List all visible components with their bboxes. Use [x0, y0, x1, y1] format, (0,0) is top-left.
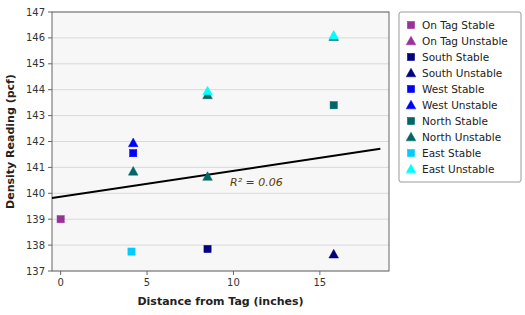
- tick-label: 137: [26, 266, 45, 277]
- tick-label: 145: [26, 58, 45, 69]
- chart: 137 138 139 140 141 142 143 144 145 146 147 0 5 10 15 D…: [0, 0, 525, 315]
- series: [57, 216, 64, 223]
- legend-marker: [407, 149, 414, 156]
- tick-label: 141: [26, 162, 45, 173]
- legend-marker: [406, 36, 416, 45]
- tick-mark: [60, 271, 61, 275]
- y-axis-label: Density Reading (pcf): [4, 74, 17, 209]
- tick-mark: [48, 63, 52, 64]
- tick-label: 140: [26, 188, 45, 199]
- point: [329, 31, 339, 40]
- tick-label: 142: [26, 136, 45, 147]
- tick-label: 0: [57, 277, 63, 288]
- tick-label: 146: [26, 32, 45, 43]
- point: [203, 172, 213, 181]
- legend: On Tag Stable On Tag Unstable South Stable…: [399, 12, 521, 182]
- legend-label: South Unstable: [422, 67, 502, 79]
- grid-line: [52, 219, 389, 220]
- grid-line: [52, 193, 389, 194]
- annotation: R² = 0.06: [230, 176, 283, 189]
- grid-line: [52, 89, 389, 90]
- tick-label: 143: [26, 110, 45, 121]
- plot-area: [52, 12, 389, 271]
- legend-frame: [399, 12, 521, 182]
- tick-mark: [48, 271, 52, 272]
- grid-line: [52, 141, 389, 142]
- point: [204, 245, 211, 252]
- point: [128, 138, 138, 147]
- legend-label: South Stable: [422, 51, 489, 63]
- regression-line: [52, 149, 380, 198]
- tick-label: 15: [314, 277, 327, 288]
- tick-label: 147: [26, 7, 45, 18]
- legend-marker: [407, 117, 414, 124]
- series: [204, 245, 211, 252]
- series: [203, 31, 339, 95]
- legend-label: East Stable: [422, 147, 481, 159]
- legend-marker: [406, 68, 416, 77]
- legend-marker: [406, 100, 416, 109]
- point: [203, 86, 213, 95]
- series: [330, 102, 337, 109]
- point: [130, 150, 137, 157]
- legend-marker: [406, 132, 416, 141]
- series: [128, 248, 135, 255]
- series: [128, 138, 138, 147]
- grid-line: [52, 63, 389, 64]
- tick-label: 144: [26, 84, 45, 95]
- tick-label: 139: [26, 214, 45, 225]
- legend-label: West Unstable: [422, 99, 498, 111]
- tick-label: 10: [227, 277, 240, 288]
- legend-marker: [407, 21, 414, 28]
- tick-mark: [48, 193, 52, 194]
- series: [128, 32, 338, 181]
- legend-label: On Tag Stable: [422, 19, 495, 31]
- legend-label: East Unstable: [422, 163, 494, 175]
- plot-frame: [52, 12, 389, 271]
- point: [128, 166, 138, 175]
- tick-mark: [48, 89, 52, 90]
- tick-mark: [48, 115, 52, 116]
- grid-line: [52, 37, 389, 38]
- tick-label: 5: [144, 277, 150, 288]
- series: [329, 249, 339, 258]
- tick-mark: [147, 271, 148, 275]
- legend-label: North Stable: [422, 115, 488, 127]
- tick-mark: [48, 245, 52, 246]
- tick-mark: [319, 271, 320, 275]
- point: [330, 102, 337, 109]
- point: [329, 249, 339, 258]
- tick-label: 138: [26, 240, 45, 251]
- legend-marker: [407, 85, 414, 92]
- legend-marker: [407, 53, 414, 60]
- tick-mark: [48, 12, 52, 13]
- point: [57, 216, 64, 223]
- tick-mark: [48, 37, 52, 38]
- legend-marker: [406, 164, 416, 173]
- grid: [52, 12, 389, 271]
- series: [130, 150, 137, 157]
- tick-mark: [48, 141, 52, 142]
- tick-mark: [48, 167, 52, 168]
- grid-line: [52, 167, 389, 168]
- tick-mark: [233, 271, 234, 275]
- x-axis-label: Distance from Tag (inches): [137, 295, 303, 308]
- data-layer: [52, 31, 380, 258]
- grid-line: [52, 115, 389, 116]
- legend-label: North Unstable: [422, 131, 501, 143]
- legend-label: On Tag Unstable: [422, 35, 508, 47]
- tick-mark: [48, 219, 52, 220]
- legend-label: West Stable: [422, 83, 484, 95]
- point: [128, 248, 135, 255]
- grid-line: [52, 245, 389, 246]
